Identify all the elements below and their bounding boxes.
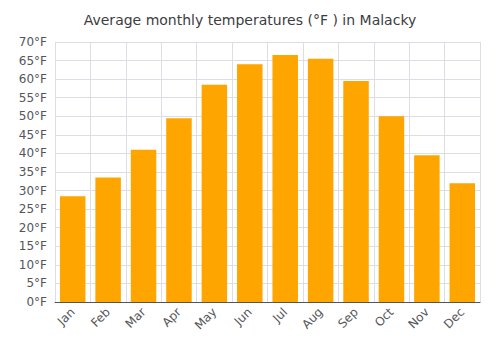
svg-text:35°F: 35°F (19, 165, 47, 179)
svg-text:25°F: 25°F (19, 202, 47, 216)
svg-text:Oct: Oct (372, 305, 397, 330)
svg-text:Dec: Dec (441, 305, 467, 331)
svg-text:Jun: Jun (231, 305, 255, 329)
svg-text:50°F: 50°F (19, 109, 47, 123)
svg-text:70°F: 70°F (19, 35, 47, 49)
svg-text:10°F: 10°F (19, 258, 47, 272)
svg-text:Jan: Jan (54, 305, 78, 329)
svg-text:60°F: 60°F (19, 72, 47, 86)
svg-text:65°F: 65°F (19, 54, 47, 68)
svg-text:May: May (192, 305, 219, 332)
svg-text:Aug: Aug (299, 305, 325, 331)
svg-text:30°F: 30°F (19, 184, 47, 198)
svg-text:Sep: Sep (335, 305, 361, 331)
svg-text:Mar: Mar (123, 305, 149, 331)
svg-text:Average monthly temperatures (: Average monthly temperatures (°F ) in Ma… (84, 12, 417, 28)
svg-text:15°F: 15°F (19, 239, 47, 253)
svg-text:Feb: Feb (88, 305, 113, 330)
svg-text:Nov: Nov (405, 305, 431, 331)
svg-text:40°F: 40°F (19, 146, 47, 160)
svg-text:Apr: Apr (159, 305, 184, 330)
svg-text:Jul: Jul (269, 305, 290, 326)
svg-text:0°F: 0°F (26, 295, 47, 309)
svg-text:5°F: 5°F (26, 276, 47, 290)
svg-text:20°F: 20°F (19, 221, 47, 235)
svg-text:45°F: 45°F (19, 128, 47, 142)
svg-text:55°F: 55°F (19, 91, 47, 105)
